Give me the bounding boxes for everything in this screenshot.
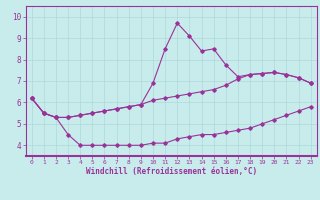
X-axis label: Windchill (Refroidissement éolien,°C): Windchill (Refroidissement éolien,°C) — [86, 167, 257, 176]
